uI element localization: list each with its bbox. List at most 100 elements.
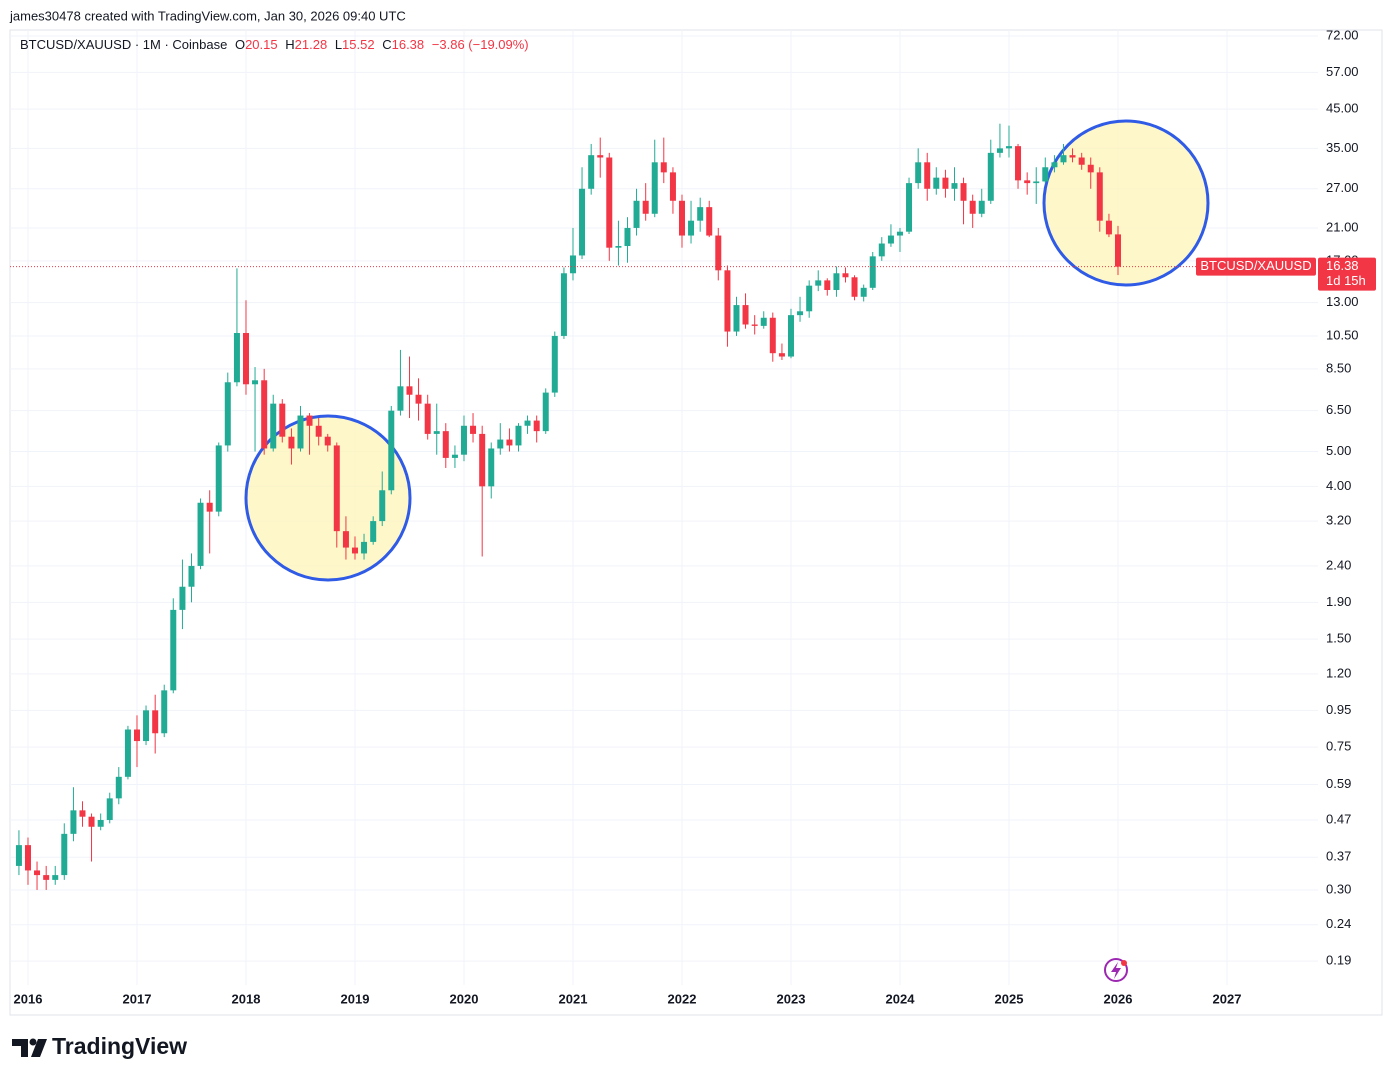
y-tick-label: 13.00 [1326,294,1359,309]
candle-body [933,177,940,189]
candle-body [1087,164,1094,173]
candle-body [397,386,404,411]
candle-body [233,333,240,383]
candle-body [70,810,77,834]
credit: james30478 created with TradingView.com,… [9,8,406,23]
candle-body [224,382,231,446]
x-tick-label: 2026 [1104,991,1133,1006]
candle-body [806,285,813,312]
candle-body [197,502,204,566]
candle-body [724,270,731,332]
candle-body [915,162,922,184]
candle-body [1024,180,1031,184]
candle-body [1015,146,1022,181]
event-icon-dot [1121,960,1127,966]
ohlc-letter: O [235,37,245,52]
candle-body [1078,157,1085,165]
x-tick-label: 2019 [341,991,370,1006]
candle-body [506,439,513,446]
symbol-label: BTCUSD/XAUUSD [1200,258,1311,273]
y-tick-label: 72.00 [1326,27,1359,42]
candle-body [88,816,95,827]
y-tick-label: 0.59 [1326,776,1351,791]
candle-body [124,729,131,777]
candle-body [479,433,486,487]
candle-body [606,157,613,248]
candle-body [433,431,440,434]
x-tick-label: 2027 [1213,991,1242,1006]
candle-body [451,454,458,458]
candle-body [1033,181,1040,184]
x-tick-label: 2023 [777,991,806,1006]
x-tick-label: 2018 [232,991,261,1006]
candle-body [1069,155,1076,158]
candle-body [969,200,976,214]
candle-body [560,273,567,336]
candle-body [760,317,767,326]
candle-body [115,776,122,799]
candle-body [288,436,295,449]
candle-body [678,200,685,236]
candle-body [61,833,68,876]
ohlc-value: 20.15 [245,37,278,52]
candle-body [324,436,331,446]
y-tick-label: 35.00 [1326,140,1359,155]
candle-body [306,415,313,426]
y-tick-label: 5.00 [1326,443,1351,458]
logo: TradingView [12,1033,187,1059]
event-icon-bolt [1111,962,1121,979]
x-tick-label: 2017 [123,991,152,1006]
candle-body [824,280,831,291]
candle-body [624,227,631,247]
candle-body [388,410,395,491]
highlight-circle [1042,119,1210,287]
candle-body [97,819,104,827]
event-icon [1104,958,1128,982]
y-tick-label: 1.20 [1326,665,1351,680]
price-label: 16.38 [1326,258,1359,273]
candle-body [706,207,713,236]
candle-body [179,586,186,610]
y-tick-label: 0.24 [1326,916,1351,931]
y-tick-label: 27.00 [1326,180,1359,195]
ohlc-value: 16.38 [392,37,425,52]
x-tick-label: 2024 [886,991,916,1006]
candle-body [1096,172,1103,221]
y-tick-label: 0.47 [1326,811,1351,826]
overlay: 0.19 0.24 0.30 0.37 0.47 0.59 0.75 0.95 1.20 1.50… [10,27,1376,1006]
candle-body [270,403,277,449]
candle-body [742,305,749,325]
candle-body [106,798,113,820]
symbol-label-box [1196,257,1316,276]
candle-body [842,273,849,278]
y-tick-label: 0.19 [1326,953,1351,968]
candle-body [951,183,958,189]
candle-body [924,162,931,189]
y-tick-label: 6.50 [1326,402,1351,417]
grid [10,30,1318,985]
y-tick-label: 0.95 [1326,702,1351,717]
logo-mark [31,1039,47,1057]
ohlc-letter: C [382,37,391,52]
candle-body [515,425,522,446]
y-tick-label: 4.00 [1326,478,1351,493]
candle-body [651,162,658,214]
candle-body [778,353,785,357]
candle-body [133,729,140,742]
candle-body [1051,162,1058,168]
candle-body [261,380,268,449]
candle-body [642,200,649,214]
candle-body [351,547,358,554]
candles [15,123,1121,890]
y-tick-label: 45.00 [1326,101,1359,116]
candle-body [252,380,259,385]
candle-body [1005,146,1012,149]
candle-body [896,231,903,236]
candle-body [815,280,822,286]
x-tick-label: 2025 [995,991,1024,1006]
candle-body [660,162,667,173]
y-tick-label: 10.50 [1326,327,1359,342]
candle-body [152,710,159,734]
candle-body [342,531,349,548]
